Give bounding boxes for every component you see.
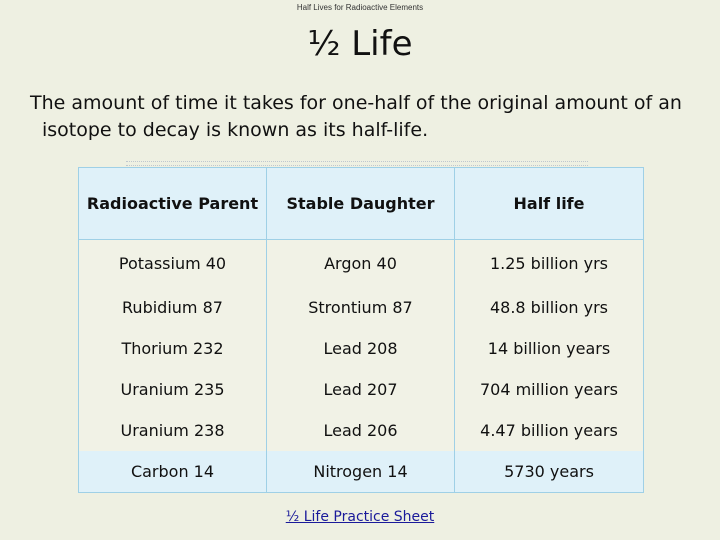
table-row: Potassium 40 Argon 40 1.25 billion yrs <box>78 239 644 287</box>
cell-daughter: Lead 208 <box>266 328 455 369</box>
table-row: Rubidium 87 Strontium 87 48.8 billion yr… <box>78 287 644 328</box>
half-life-table: Radioactive Parent Stable Daughter Half … <box>78 167 644 493</box>
cell-daughter: Strontium 87 <box>266 287 455 328</box>
slide-header: Half Lives for Radioactive Elements <box>296 3 424 12</box>
intro-paragraph: The amount of time it takes for one-half… <box>30 92 682 141</box>
table-row: Uranium 238 Lead 206 4.47 billion years <box>78 410 644 451</box>
cell-parent: Uranium 238 <box>78 410 267 451</box>
cell-daughter: Nitrogen 14 <box>266 451 455 493</box>
cell-half-life: 14 billion years <box>454 328 644 369</box>
divider-rule <box>126 161 588 166</box>
header-half-life: Half life <box>454 167 644 240</box>
cell-parent: Thorium 232 <box>78 328 267 369</box>
cell-half-life: 1.25 billion yrs <box>454 239 644 287</box>
header-radioactive-parent: Radioactive Parent <box>78 167 267 240</box>
header-stable-daughter: Stable Daughter <box>266 167 455 240</box>
table-row: Carbon 14 Nitrogen 14 5730 years <box>78 451 644 493</box>
practice-sheet-link[interactable]: ½ Life Practice Sheet <box>285 509 435 525</box>
slide-title: ½ Life <box>307 24 413 64</box>
cell-half-life: 48.8 billion yrs <box>454 287 644 328</box>
cell-half-life: 4.47 billion years <box>454 410 644 451</box>
cell-daughter: Lead 207 <box>266 369 455 410</box>
cell-parent: Potassium 40 <box>78 239 267 287</box>
cell-daughter: Argon 40 <box>266 239 455 287</box>
cell-half-life: 5730 years <box>454 451 644 493</box>
cell-parent: Rubidium 87 <box>78 287 267 328</box>
cell-half-life: 704 million years <box>454 369 644 410</box>
cell-parent: Carbon 14 <box>78 451 267 493</box>
table-header-row: Radioactive Parent Stable Daughter Half … <box>78 167 644 240</box>
table-row: Uranium 235 Lead 207 704 million years <box>78 369 644 410</box>
table-row: Thorium 232 Lead 208 14 billion years <box>78 328 644 369</box>
cell-daughter: Lead 206 <box>266 410 455 451</box>
cell-parent: Uranium 235 <box>78 369 267 410</box>
